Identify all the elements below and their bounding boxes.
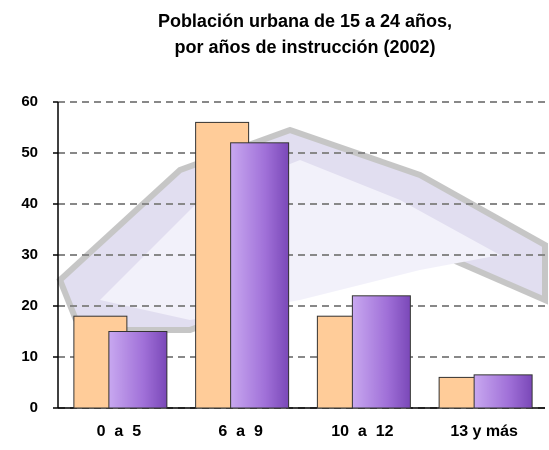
bar [351, 295, 411, 409]
chart-title: Población urbana de 15 a 24 años, [158, 11, 452, 31]
bar [473, 374, 533, 409]
x-tick-label: 6 a 9 [218, 423, 263, 440]
x-tick-label: 10 a 12 [331, 423, 393, 440]
x-tick-label: 0 a 5 [97, 423, 142, 440]
y-tick-label: 10 [21, 348, 38, 365]
y-tick-label: 50 [21, 144, 38, 161]
chart-title: por años de instrucción (2002) [174, 37, 435, 57]
background-book [56, 126, 548, 333]
y-tick-label: 0 [30, 399, 38, 416]
bar [108, 331, 168, 409]
x-tick-label: 13 y más [450, 423, 518, 440]
bar [230, 142, 290, 409]
y-tick-label: 30 [21, 246, 38, 263]
y-tick-label: 60 [21, 93, 38, 110]
y-tick-label: 20 [21, 297, 38, 314]
y-tick-label: 40 [21, 195, 38, 212]
